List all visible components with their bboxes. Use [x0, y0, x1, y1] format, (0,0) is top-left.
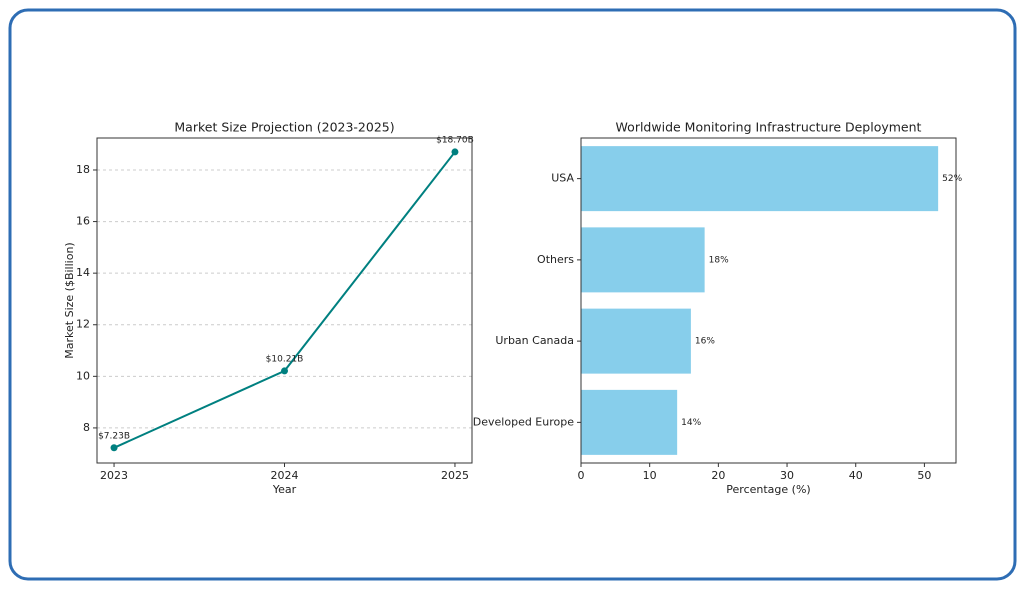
x-tick-label: 2024 [271, 469, 299, 482]
bar [581, 146, 939, 212]
y-tick-label: 8 [83, 421, 90, 434]
bar [581, 227, 705, 293]
value-label: 16% [695, 337, 715, 347]
y-tick-label: 10 [76, 369, 90, 382]
y-tick-label: USA [551, 172, 574, 185]
value-label: $7.23B [98, 431, 130, 441]
value-label: 14% [681, 418, 701, 428]
x-axis-label: Percentage (%) [726, 483, 810, 496]
x-tick-label: 20 [711, 469, 725, 482]
y-tick-label: 16 [76, 215, 90, 228]
x-tick-label: 50 [917, 469, 931, 482]
y-tick-label: 18 [76, 163, 90, 176]
point [451, 148, 459, 156]
bar [581, 389, 678, 455]
x-axis-label: Year [272, 483, 297, 496]
y-tick-label: Urban Canada [495, 334, 574, 347]
value-label: 18% [709, 255, 729, 265]
value-label: 52% [942, 174, 962, 184]
y-tick-label: Others [537, 253, 574, 266]
y-tick-label: 12 [76, 318, 90, 331]
chart-title: Market Size Projection (2023-2025) [174, 120, 394, 135]
bar [581, 308, 691, 374]
x-tick-label: 0 [578, 469, 585, 482]
x-tick-label: 2025 [441, 469, 469, 482]
point [110, 444, 118, 452]
frame [8, 8, 1017, 581]
value-label: $18.70B [436, 135, 474, 145]
axes-frame [580, 137, 957, 464]
x-tick-label: 40 [849, 469, 863, 482]
y-tick-label: 14 [76, 266, 90, 279]
x-tick-label: 30 [780, 469, 794, 482]
chart-title: Worldwide Monitoring Infrastructure Depl… [616, 120, 922, 135]
point [281, 367, 288, 375]
axes-frame [96, 137, 473, 464]
x-tick-label: 10 [643, 469, 657, 482]
value-label: $10.21B [266, 354, 304, 364]
y-axis-label: Market Size ($Billion) [63, 242, 76, 358]
x-tick-label: 2023 [100, 469, 128, 482]
y-tick-label: Developed Europe [473, 415, 574, 428]
